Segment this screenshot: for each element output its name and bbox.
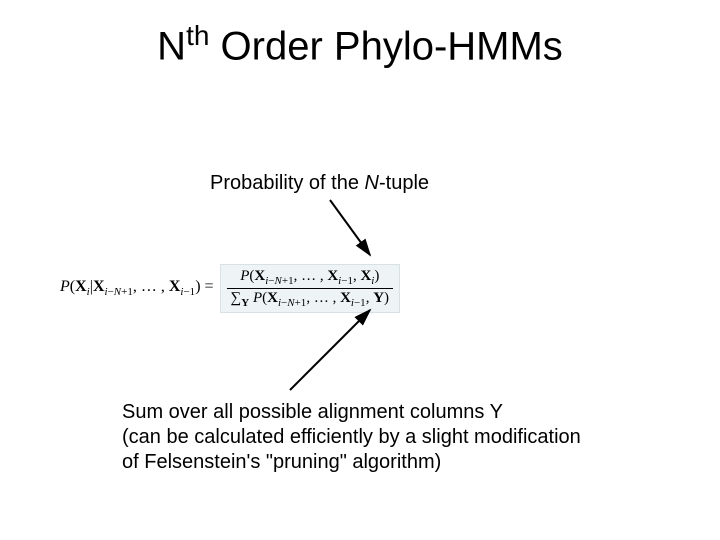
formula-lhs: P(Xi|Xi−N+1, … , Xi−1) =: [60, 278, 214, 298]
sum-caption-line1: Sum over all possible alignment columns …: [122, 400, 660, 425]
formula-fraction: P(Xi−N+1, … , Xi−1, Xi) ∑Y P(Xi−N+1, … ,…: [220, 264, 400, 313]
probability-label: Probability of the N-tuple: [210, 172, 429, 195]
prob-label-suffix: -tuple: [379, 172, 429, 194]
title-rest: Order Phylo-HMMs: [209, 24, 562, 68]
sum-caption-line2: (can be calculated efficiently by a slig…: [122, 425, 660, 450]
prob-label-ital: N: [365, 172, 379, 194]
sum-caption: Sum over all possible alignment columns …: [122, 400, 660, 475]
formula-denominator: ∑Y P(Xi−N+1, … , Xi−1, Y): [227, 289, 393, 310]
title-superscript: th: [186, 20, 209, 51]
formula-numerator: P(Xi−N+1, … , Xi−1, Xi): [236, 267, 383, 288]
prob-label-prefix: Probability of the: [210, 172, 365, 194]
slide-title: Nth Order Phylo-HMMs: [0, 20, 720, 69]
sum-caption-line3: of Felsenstein's "pruning" algorithm): [122, 450, 660, 475]
formula: P(Xi|Xi−N+1, … , Xi−1) = P(Xi−N+1, … , X…: [60, 264, 400, 313]
title-prefix: N: [157, 24, 186, 68]
